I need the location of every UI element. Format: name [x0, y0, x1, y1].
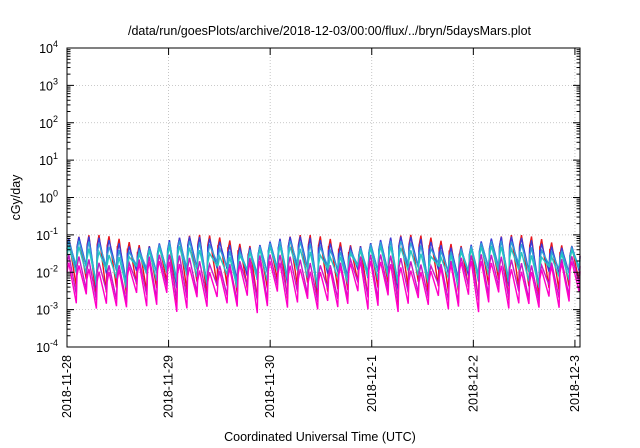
x-tick-label: 2018-11-28 — [60, 355, 74, 418]
series-line — [66, 240, 581, 288]
y-tick-label: 104 — [39, 39, 58, 56]
y-axis-label: cGy/day — [9, 174, 23, 221]
y-tick-label: 10-3 — [36, 301, 58, 318]
y-tick-label: 10-4 — [36, 338, 58, 355]
x-tick-label: 2018-12-2 — [466, 355, 480, 412]
y-tick-label: 103 — [39, 76, 58, 93]
y-tick-label: 100 — [39, 189, 58, 206]
x-tick-label: 2018-12-3 — [568, 355, 582, 412]
x-axis-ticks: 2018-11-28 2018-11-29 2018-11-30 2018-12-1 2… — [60, 48, 582, 418]
y-axis-ticks: 10-4 10-3 10-2 10-1 100 101 102 103 104 — [36, 39, 580, 355]
y-tick-label: 101 — [39, 151, 58, 168]
chart-title: /data/run/goesPlots/archive/2018-12-03/0… — [128, 24, 532, 38]
grid — [67, 48, 580, 347]
x-tick-label: 2018-11-29 — [162, 355, 176, 418]
series-line — [66, 245, 581, 289]
y-tick-label: 102 — [39, 114, 58, 131]
y-tick-label: 10-1 — [36, 226, 58, 243]
x-tick-label: 2018-12-1 — [365, 355, 379, 412]
series-layer — [66, 234, 581, 314]
x-axis-label: Coordinated Universal Time (UTC) — [224, 430, 416, 444]
series-line — [66, 260, 581, 314]
y-tick-label: 10-2 — [36, 263, 58, 280]
x-tick-label: 2018-11-30 — [263, 355, 277, 418]
plot-frame — [66, 47, 581, 348]
